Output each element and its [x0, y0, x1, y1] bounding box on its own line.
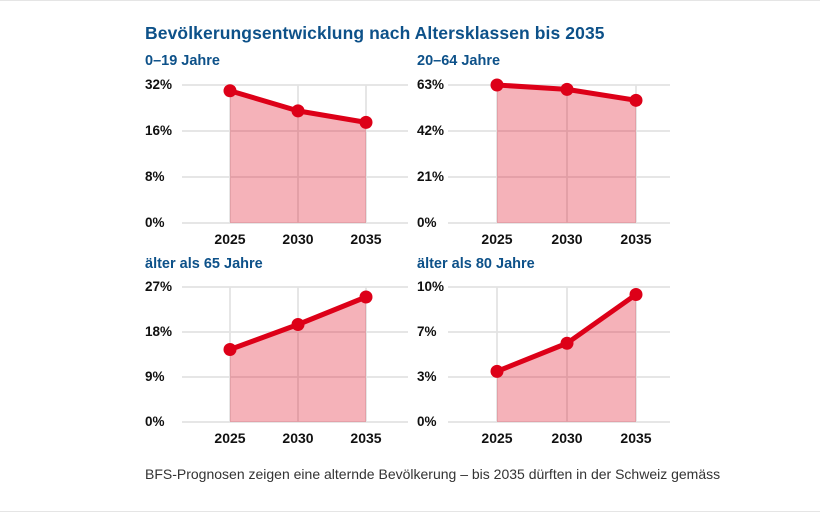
panel-plot: 32% 16% 8% 0% 2025 2030 2035 [145, 50, 420, 250]
panel-title: 20–64 Jahre [417, 53, 501, 69]
x-axis-tick-label: 2025 [214, 231, 246, 247]
card-border-top [0, 0, 820, 1]
y-axis-tick-label: 9% [145, 369, 165, 384]
y-axis-tick-label: 0% [145, 414, 165, 429]
data-point [223, 84, 237, 98]
y-axis-tick-label: 3% [417, 369, 437, 384]
plot-svg [182, 286, 408, 423]
chart-panel-65plus: älter als 65 Jahre 27% 18% 9% 0% 2025 2030 203… [145, 253, 420, 453]
y-axis-tick-label: 63% [417, 77, 445, 92]
data-point [291, 318, 305, 331]
data-point [629, 288, 643, 301]
y-axis-tick-label: 18% [145, 324, 173, 339]
data-point [291, 104, 305, 118]
chart-panel-80plus: älter als 80 Jahre 10% 7% 3% 0% 2025 2030 2035 [417, 253, 692, 453]
x-axis-tick-label: 2035 [350, 231, 382, 247]
area-fill [497, 85, 636, 223]
area-fill [230, 90, 366, 223]
area-fill [497, 294, 636, 422]
x-axis-tick-label: 2030 [551, 231, 583, 247]
y-axis-tick-label: 0% [417, 215, 437, 230]
panel-title: älter als 80 Jahre [417, 256, 535, 272]
data-point [359, 115, 373, 129]
plot-svg [448, 286, 670, 423]
x-axis-tick-label: 2035 [620, 231, 652, 247]
panel-plot: 63% 42% 21% 0% 2025 2030 2035 [417, 50, 692, 250]
chart-caption: BFS-Prognosen zeigen eine alternde Bevöl… [145, 466, 721, 482]
plot-svg [448, 78, 670, 224]
x-axis-tick-label: 2030 [282, 430, 314, 446]
data-point [560, 82, 574, 96]
data-point [359, 290, 373, 304]
data-point [490, 78, 504, 92]
y-axis-tick-label: 10% [417, 279, 445, 294]
y-axis-tick-label: 32% [145, 77, 173, 92]
panel-plot: 10% 7% 3% 0% 2025 2030 2035 [417, 253, 692, 453]
panel-title: 0–19 Jahre [145, 53, 220, 69]
card-border-bottom [0, 511, 820, 512]
data-point [223, 343, 237, 356]
x-axis-tick-label: 2025 [481, 231, 513, 247]
y-axis-tick-label: 42% [417, 123, 445, 138]
y-axis-tick-label: 16% [145, 123, 173, 138]
panel-title: älter als 65 Jahre [145, 256, 263, 272]
page-title: Bevölkerungsentwicklung nach Altersklass… [145, 23, 605, 43]
panel-plot: 27% 18% 9% 0% 2025 2030 2035 [145, 253, 420, 453]
data-point [629, 93, 643, 107]
data-point [490, 364, 504, 378]
x-axis-tick-label: 2025 [214, 430, 246, 446]
y-axis-tick-label: 27% [145, 279, 173, 294]
y-axis-tick-label: 7% [417, 324, 437, 339]
data-point [560, 336, 574, 350]
y-axis-tick-label: 0% [145, 215, 165, 230]
chart-panel-0-19: 0–19 Jahre 32% 16% 8% 0% 2025 2030 2035 [145, 50, 420, 250]
x-axis-tick-label: 2030 [282, 231, 314, 247]
x-axis-tick-label: 2035 [350, 430, 382, 446]
x-axis-tick-label: 2030 [551, 430, 583, 446]
y-axis-tick-label: 21% [417, 169, 445, 184]
y-axis-tick-label: 0% [417, 414, 437, 429]
chart-panel-20-64: 20–64 Jahre 63% 42% 21% 0% 2025 2030 2035 [417, 50, 692, 250]
plot-svg [182, 84, 408, 224]
y-axis-tick-label: 8% [145, 169, 165, 184]
x-axis-tick-label: 2035 [620, 430, 652, 446]
area-fill [230, 297, 366, 422]
x-axis-tick-label: 2025 [481, 430, 513, 446]
